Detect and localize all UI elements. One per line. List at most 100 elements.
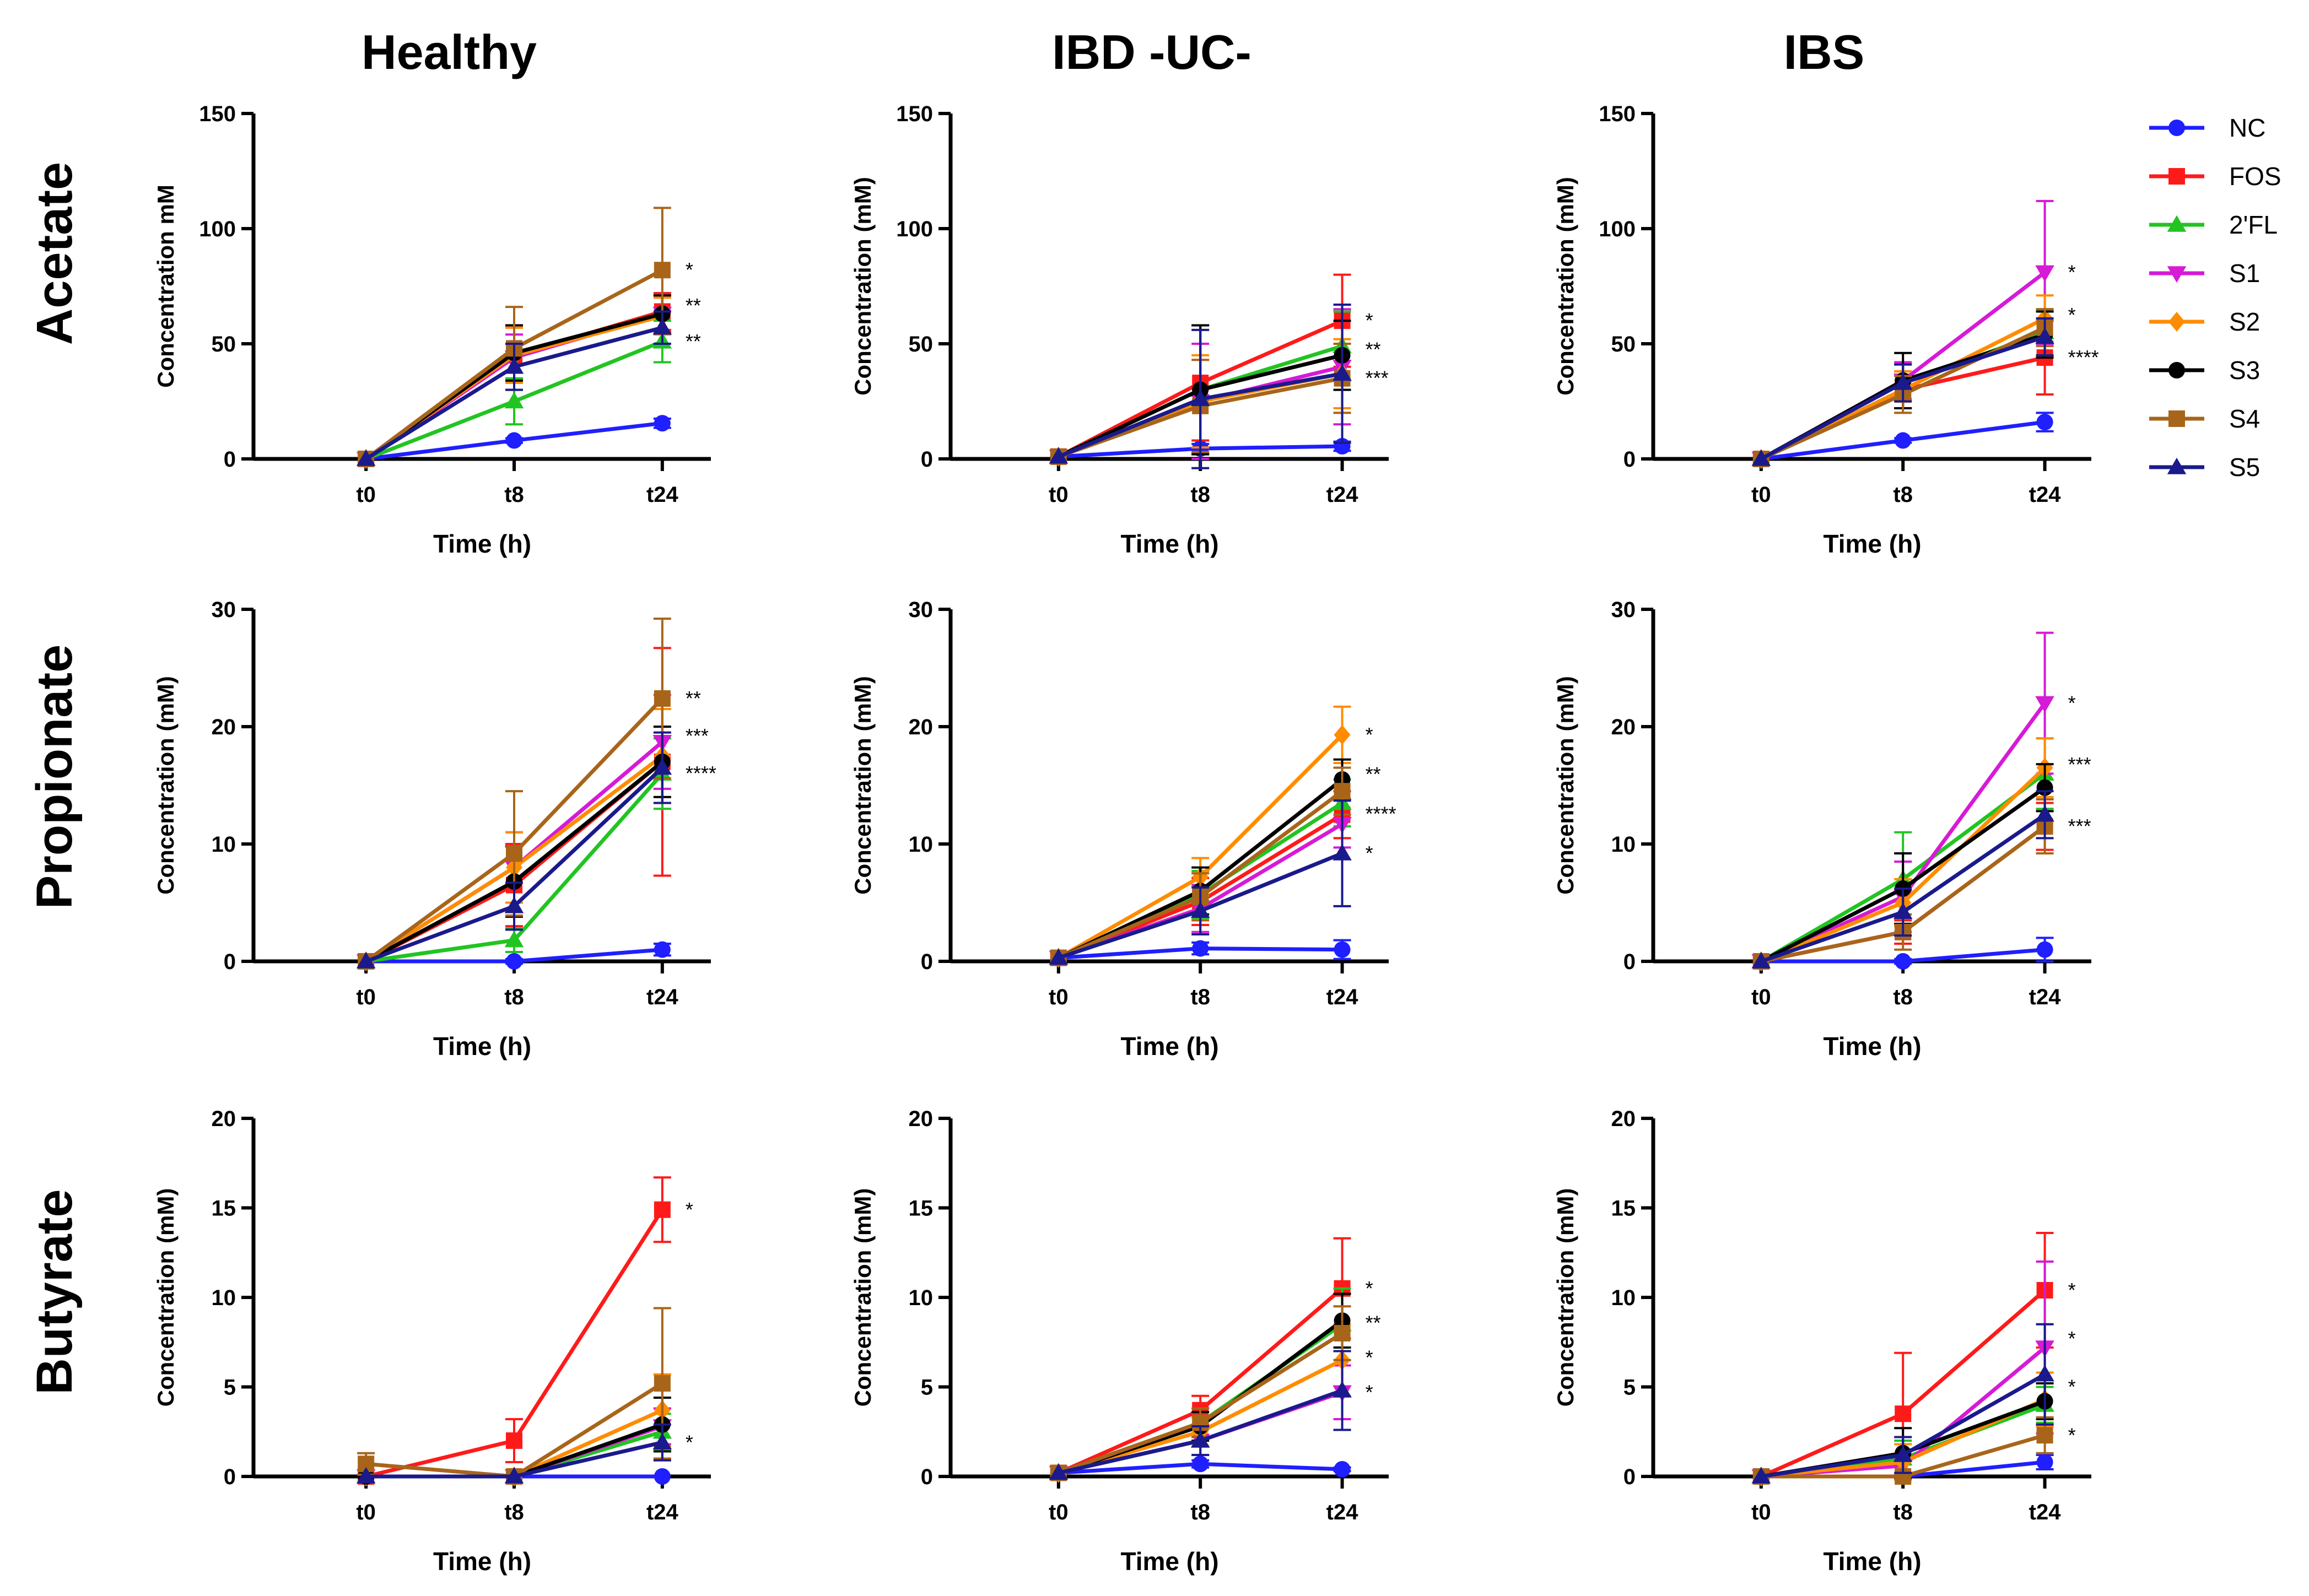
y-tick-label: 20: [909, 715, 934, 739]
legend-item: S4: [2149, 404, 2260, 433]
data-point: [1895, 953, 1912, 970]
data-point: [1895, 1405, 1912, 1422]
significance-marker: ***: [1366, 367, 1389, 389]
data-point: [2036, 414, 2053, 431]
y-tick-label: 10: [1611, 832, 1636, 857]
data-point: [1334, 1461, 1351, 1478]
x-axis-label: Time (h): [1120, 1032, 1218, 1061]
x-tick-label: t8: [1893, 985, 1913, 1009]
series-s5: [1049, 1350, 1352, 1480]
data-point: [654, 1375, 671, 1392]
data-point: [1332, 1381, 1352, 1398]
x-tick-label: t24: [646, 985, 679, 1009]
x-tick-label: t0: [1049, 985, 1069, 1009]
data-point: [2036, 941, 2053, 958]
y-tick-label: 0: [224, 950, 236, 974]
significance-marker: **: [1366, 338, 1381, 360]
y-axis-label: Concentration (mM): [1552, 1188, 1578, 1407]
series-nc: [1752, 412, 2054, 467]
data-point: [506, 845, 523, 862]
significance-marker: *: [686, 1431, 693, 1453]
legend-marker: [2168, 168, 2185, 185]
legend-label: S3: [2229, 356, 2260, 385]
y-axis-label: Concentration (mM): [1552, 177, 1578, 396]
legend-marker: [2167, 266, 2187, 283]
x-axis-label: Time (h): [433, 529, 531, 558]
chart-panel: 0 5 10 15 20 t0 t8 t24 Time (h) Concentration (mM…: [153, 1107, 711, 1576]
significance-marker: *: [2068, 304, 2076, 326]
data-point: [654, 415, 671, 432]
y-tick-label: 15: [1611, 1197, 1636, 1221]
x-tick-label: t24: [1326, 1500, 1359, 1524]
x-tick-label: t24: [646, 483, 679, 507]
x-tick-label: t0: [1751, 985, 1771, 1009]
significance-marker: **: [1366, 1312, 1381, 1334]
x-tick-label: t24: [1326, 483, 1359, 507]
data-point: [2035, 265, 2054, 282]
legend-item: S5: [2149, 453, 2260, 481]
data-point: [652, 758, 672, 775]
y-tick-label: 0: [224, 447, 236, 472]
y-tick-label: 0: [224, 1465, 236, 1489]
y-axis-label: Concentration (mM): [850, 676, 876, 895]
chart-panel: 0 5 10 15 20 t0 t8 t24 Time (h) Concentration (mM…: [850, 1107, 1389, 1576]
data-point: [1192, 940, 1209, 957]
data-point: [504, 392, 524, 409]
row-title: Acetate: [26, 162, 83, 345]
series-s5: [1751, 1323, 2054, 1484]
series-s5: [356, 1423, 672, 1484]
y-tick-label: 50: [909, 332, 934, 356]
legend-marker: [2168, 312, 2185, 332]
y-axis-label: Concentration (mM): [153, 1188, 179, 1407]
x-axis-label: Time (h): [1823, 1547, 1921, 1576]
data-point: [504, 1467, 524, 1484]
y-tick-label: 20: [212, 1107, 236, 1131]
data-point: [1049, 1463, 1069, 1480]
y-tick-label: 10: [212, 832, 236, 857]
legend-label: NC: [2229, 113, 2265, 142]
significance-marker: *: [2068, 1327, 2076, 1350]
legend-label: S1: [2229, 259, 2260, 288]
data-point: [2035, 1365, 2054, 1382]
data-point: [356, 1467, 376, 1484]
chart-panel: 0 5 10 15 20 t0 t8 t24 Time (h) Concentration (mM…: [1552, 1107, 2091, 1576]
data-point: [1334, 941, 1351, 958]
chart-panel: 0 10 20 30 t0 t8 t24 Time (h) Concentration (mM)…: [1552, 598, 2091, 1061]
data-point: [654, 262, 671, 279]
y-tick-label: 0: [1623, 447, 1636, 472]
significance-marker: ****: [2068, 346, 2099, 369]
column-title: IBS: [1784, 25, 1865, 79]
legend-marker: [2168, 362, 2185, 378]
significance-marker: ****: [686, 762, 716, 785]
x-tick-label: t8: [504, 483, 524, 507]
x-tick-label: t24: [2029, 1500, 2062, 1524]
data-point: [1190, 901, 1210, 918]
y-tick-label: 0: [921, 1465, 933, 1489]
data-point: [1192, 1456, 1209, 1473]
significance-marker: *: [1366, 1381, 1373, 1403]
y-tick-label: 20: [909, 1107, 934, 1131]
legend-item: 2'FL: [2149, 210, 2278, 239]
y-tick-label: 20: [1611, 1107, 1636, 1131]
x-axis-label: Time (h): [1120, 529, 1218, 558]
y-tick-label: 150: [1599, 102, 1636, 126]
legend-marker: [2168, 120, 2185, 136]
y-tick-label: 30: [1611, 598, 1636, 622]
x-axis-label: Time (h): [1823, 529, 1921, 558]
x-tick-label: t24: [1326, 985, 1359, 1009]
x-tick-label: t24: [2029, 483, 2062, 507]
significance-marker: *: [2068, 1376, 2076, 1398]
legend-label: FOS: [2229, 162, 2281, 191]
significance-marker: ***: [686, 724, 709, 747]
legend-marker: [2168, 410, 2185, 427]
y-tick-label: 30: [212, 598, 236, 622]
y-tick-label: 10: [909, 832, 934, 857]
x-tick-label: t8: [504, 985, 524, 1009]
legend-item: S1: [2149, 259, 2260, 288]
data-point: [652, 1433, 672, 1449]
x-axis-label: Time (h): [1823, 1032, 1921, 1061]
y-axis-label: Concentration (mM): [153, 676, 179, 895]
y-axis-label: Concentration mM: [153, 185, 179, 388]
series-s4: [1752, 1416, 2054, 1485]
